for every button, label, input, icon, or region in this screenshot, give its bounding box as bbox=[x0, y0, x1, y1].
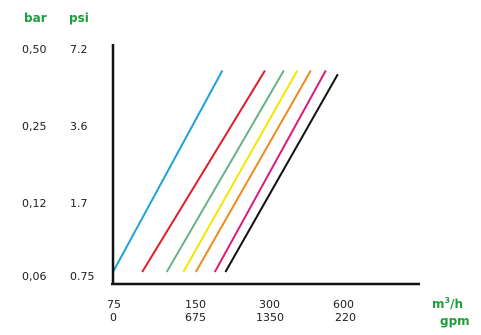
y-tick-bar-2: 0,12 bbox=[22, 197, 47, 210]
x-tick-labels: 75 150 300 600 0 675 1350 220 bbox=[107, 298, 356, 324]
x-tick-gpm-3: 220 bbox=[335, 311, 356, 324]
y-unit-psi: psi bbox=[69, 11, 89, 25]
x-tick-gpm-1: 675 bbox=[185, 311, 206, 324]
series-line-3 bbox=[165, 69, 285, 273]
y-tick-psi-1: 3.6 bbox=[70, 120, 88, 133]
y-unit-bar: bar bbox=[24, 11, 47, 25]
series-line-1 bbox=[112, 70, 224, 273]
x-tick-m3h-3: 600 bbox=[333, 298, 354, 311]
y-tick-bar-0: 0,50 bbox=[22, 43, 47, 56]
series-line-6 bbox=[213, 70, 327, 273]
x-tick-gpm-0: 0 bbox=[110, 311, 117, 324]
series-line-4 bbox=[182, 70, 299, 273]
series-line-5 bbox=[194, 70, 312, 273]
x-tick-m3h-0: 75 bbox=[107, 298, 121, 311]
series-line-2 bbox=[141, 69, 266, 273]
x-unit-m3h: m3/h bbox=[432, 296, 463, 311]
y-tick-psi-3: 0.75 bbox=[70, 270, 95, 283]
x-tick-m3h-1: 150 bbox=[185, 298, 206, 311]
y-tick-psi-0: 7.2 bbox=[70, 43, 88, 56]
series-line-7 bbox=[224, 73, 339, 273]
series-lines bbox=[112, 69, 339, 273]
y-tick-psi-2: 1.7 bbox=[70, 197, 88, 210]
x-tick-gpm-2: 1350 bbox=[256, 311, 284, 324]
y-tick-bar-3: 0,06 bbox=[22, 270, 47, 283]
x-tick-m3h-2: 300 bbox=[259, 298, 280, 311]
x-unit-gpm: gpm bbox=[440, 314, 470, 328]
y-tick-labels: 0,50 0,25 0,12 0,06 7.2 3.6 1.7 0.75 bbox=[22, 43, 95, 283]
y-tick-bar-1: 0,25 bbox=[22, 120, 47, 133]
